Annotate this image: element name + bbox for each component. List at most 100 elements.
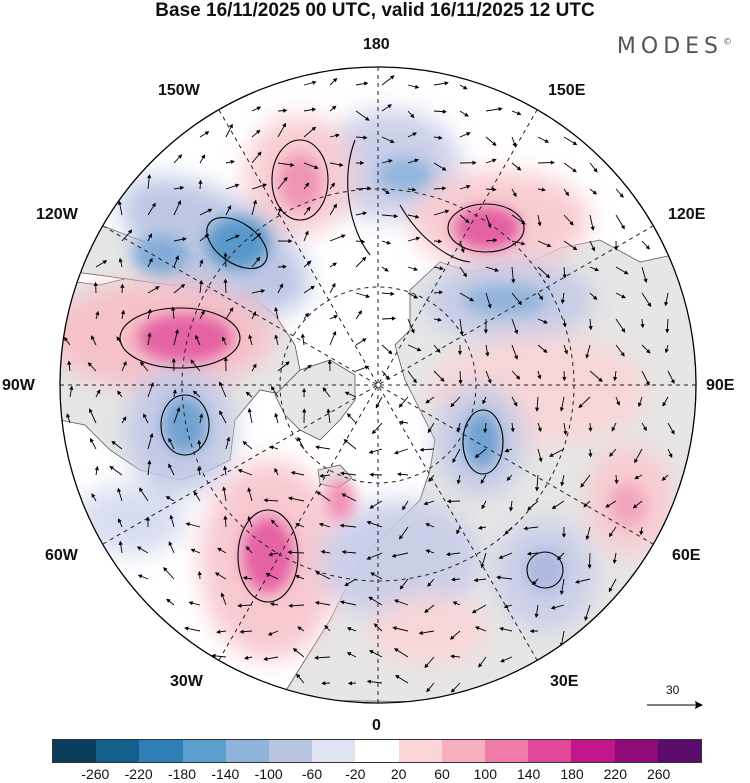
wind-arrow-head <box>242 576 248 581</box>
wind-vector-layer <box>63 75 675 693</box>
wind-arrow-head <box>532 580 537 586</box>
wind-arrow-head <box>168 541 173 546</box>
wind-arrow-head <box>220 592 225 597</box>
wind-arrow-head <box>109 465 114 470</box>
meridian-120 <box>102 225 654 545</box>
wind-arrow-head <box>316 491 321 496</box>
wind-arrow-head <box>543 319 548 324</box>
wind-arrow-head <box>223 252 228 257</box>
wind-arrow-head <box>392 626 397 631</box>
wind-arrow-head <box>368 596 373 601</box>
wind-arrow-head <box>537 222 542 227</box>
wind-arrow-head <box>169 514 174 520</box>
wind-arrow-head <box>428 477 433 483</box>
anomaly-core-neg-asia <box>463 284 547 316</box>
wind-arrow-head <box>472 160 477 165</box>
wind-arrow-head <box>456 427 461 433</box>
wind-arrow-head <box>177 154 183 159</box>
wind-arrow-head <box>415 236 421 241</box>
wind-arrow-head <box>642 426 647 432</box>
wind-arrow-head <box>226 436 231 442</box>
wind-arrow-head <box>670 429 675 435</box>
colorbar-tick-label: -100 <box>254 766 283 782</box>
wind-arrow-head <box>198 179 203 184</box>
lon-label-60e: 60E <box>672 547 701 564</box>
wind-arrow-head <box>274 334 279 339</box>
wind-arrow-head <box>561 533 567 538</box>
colorbar-cell <box>182 740 226 762</box>
wind-arrow-head <box>315 445 320 450</box>
wind-arrow-head <box>386 240 392 245</box>
wind-arrow-head <box>474 626 480 631</box>
wind-arrow-head <box>365 116 370 121</box>
wind-arrow-head <box>572 168 577 173</box>
wind-arrow-head <box>285 361 290 366</box>
wind-arrow-head <box>227 204 232 210</box>
wind-arrow-head <box>647 302 652 308</box>
wind-arrow-head <box>460 248 465 253</box>
wind-arrow-head <box>575 579 580 584</box>
wind-arrow-head <box>613 246 619 251</box>
wind-arrow-head <box>165 496 171 501</box>
colorbar-tick-label: -220 <box>124 766 153 782</box>
wind-arrow-head <box>550 160 555 165</box>
colorbar-tick-label: 180 <box>560 766 584 782</box>
wind-arrow-head <box>388 350 393 355</box>
wind-arrow-head <box>390 291 395 296</box>
wind-arrow-head <box>172 389 177 394</box>
wind-arrow-head <box>560 299 565 304</box>
wind-arrow-head <box>229 123 233 129</box>
wind-arrow-head <box>116 336 121 341</box>
wind-arrow-head <box>503 604 509 609</box>
wind-arrow-head <box>117 518 122 523</box>
wind-arrow-head <box>242 441 248 446</box>
wind-arrow-head <box>180 283 186 289</box>
wind-arrow-head <box>620 224 625 230</box>
wind-arrow-head <box>245 546 251 551</box>
anomaly-core-pos-central-asia <box>610 483 646 527</box>
colorbar <box>52 739 702 763</box>
wind-arrow-head <box>389 139 395 143</box>
wind-arrow-head <box>201 154 206 159</box>
wind-arrow-head <box>301 387 307 393</box>
wind-arrow-head <box>512 142 517 148</box>
lon-label-90e: 90E <box>706 377 735 394</box>
wind-arrow-head <box>414 158 419 163</box>
wind-arrow-head <box>283 176 288 182</box>
lon-label-120w: 120W <box>36 206 78 223</box>
wind-arrow-head <box>478 663 483 668</box>
wind-arrow-head <box>223 356 228 361</box>
colorbar-tick-label: -260 <box>81 766 110 782</box>
wind-arrow-head <box>425 549 431 554</box>
wind-arrow-head <box>456 479 461 485</box>
wind-arrow-head <box>632 504 638 509</box>
wind-arrow-head <box>312 80 317 85</box>
wind-arrow-head <box>487 223 492 229</box>
wind-arrow-head <box>393 648 399 653</box>
colorbar-tick-label: -140 <box>211 766 240 782</box>
wind-arrow-head <box>120 283 125 288</box>
wind-arrow-head <box>385 190 390 195</box>
wind-arrow-head <box>529 628 534 634</box>
wind-arrow-head <box>442 109 447 114</box>
wind-arrow-head <box>598 377 603 382</box>
wind-arrow-head <box>395 675 400 679</box>
wind-arrow-head <box>496 575 501 580</box>
wind-arrow-head <box>588 453 593 458</box>
wind-arrow-head <box>414 84 420 89</box>
wind-arrow-head <box>537 374 542 380</box>
colorbar-cell <box>485 740 529 762</box>
wind-arrow-head <box>139 487 144 492</box>
wind-arrow-head <box>365 293 371 299</box>
wind-arrow-head <box>605 503 610 508</box>
wind-arrow-head <box>366 520 372 525</box>
wind-arrow-head <box>541 187 546 192</box>
wind-arrow-head <box>318 522 324 527</box>
colorbar-cell <box>53 740 97 762</box>
wind-arrow-head <box>515 375 521 380</box>
wind-arrow-head <box>623 270 629 275</box>
wind-arrow-head <box>438 290 444 295</box>
wind-arrow-head <box>247 407 252 413</box>
wind-arrow-head <box>512 192 517 198</box>
